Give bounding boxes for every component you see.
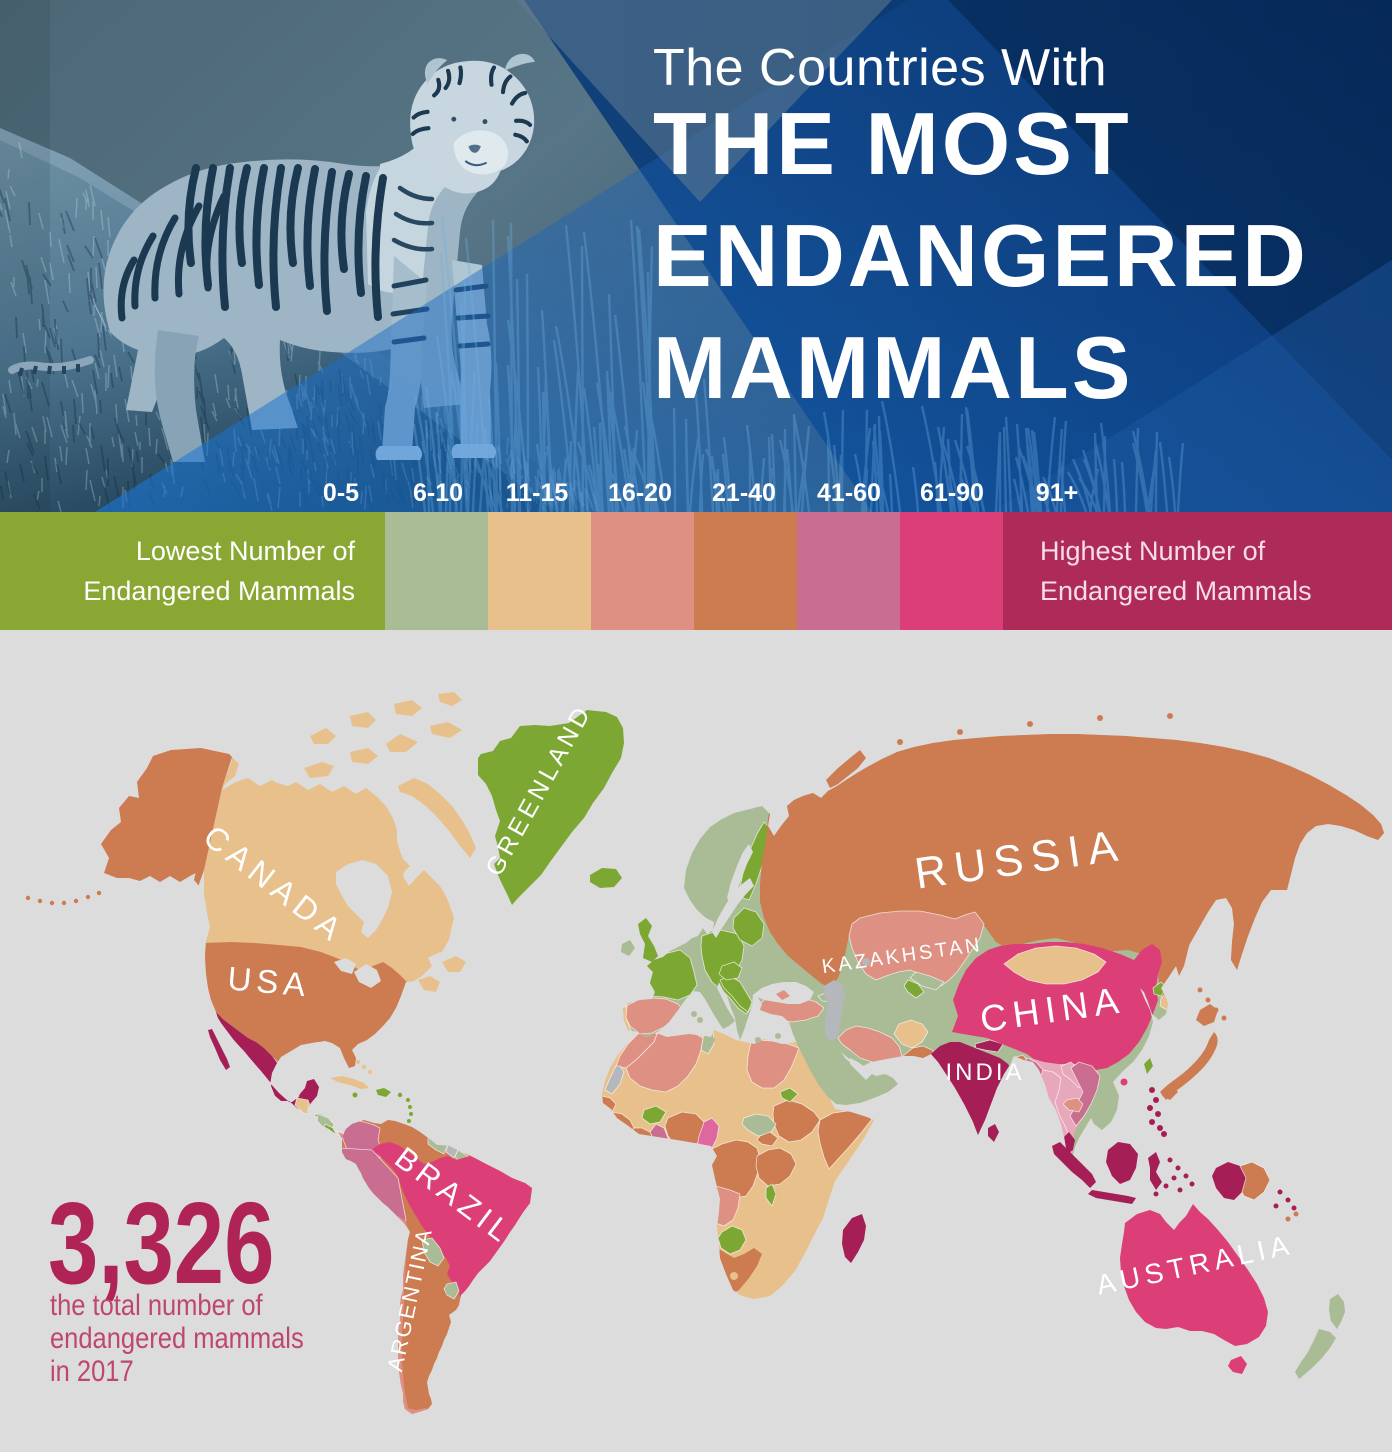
svg-text:USA: USA [226,960,312,1004]
svg-text:INDIA: INDIA [945,1059,1024,1086]
